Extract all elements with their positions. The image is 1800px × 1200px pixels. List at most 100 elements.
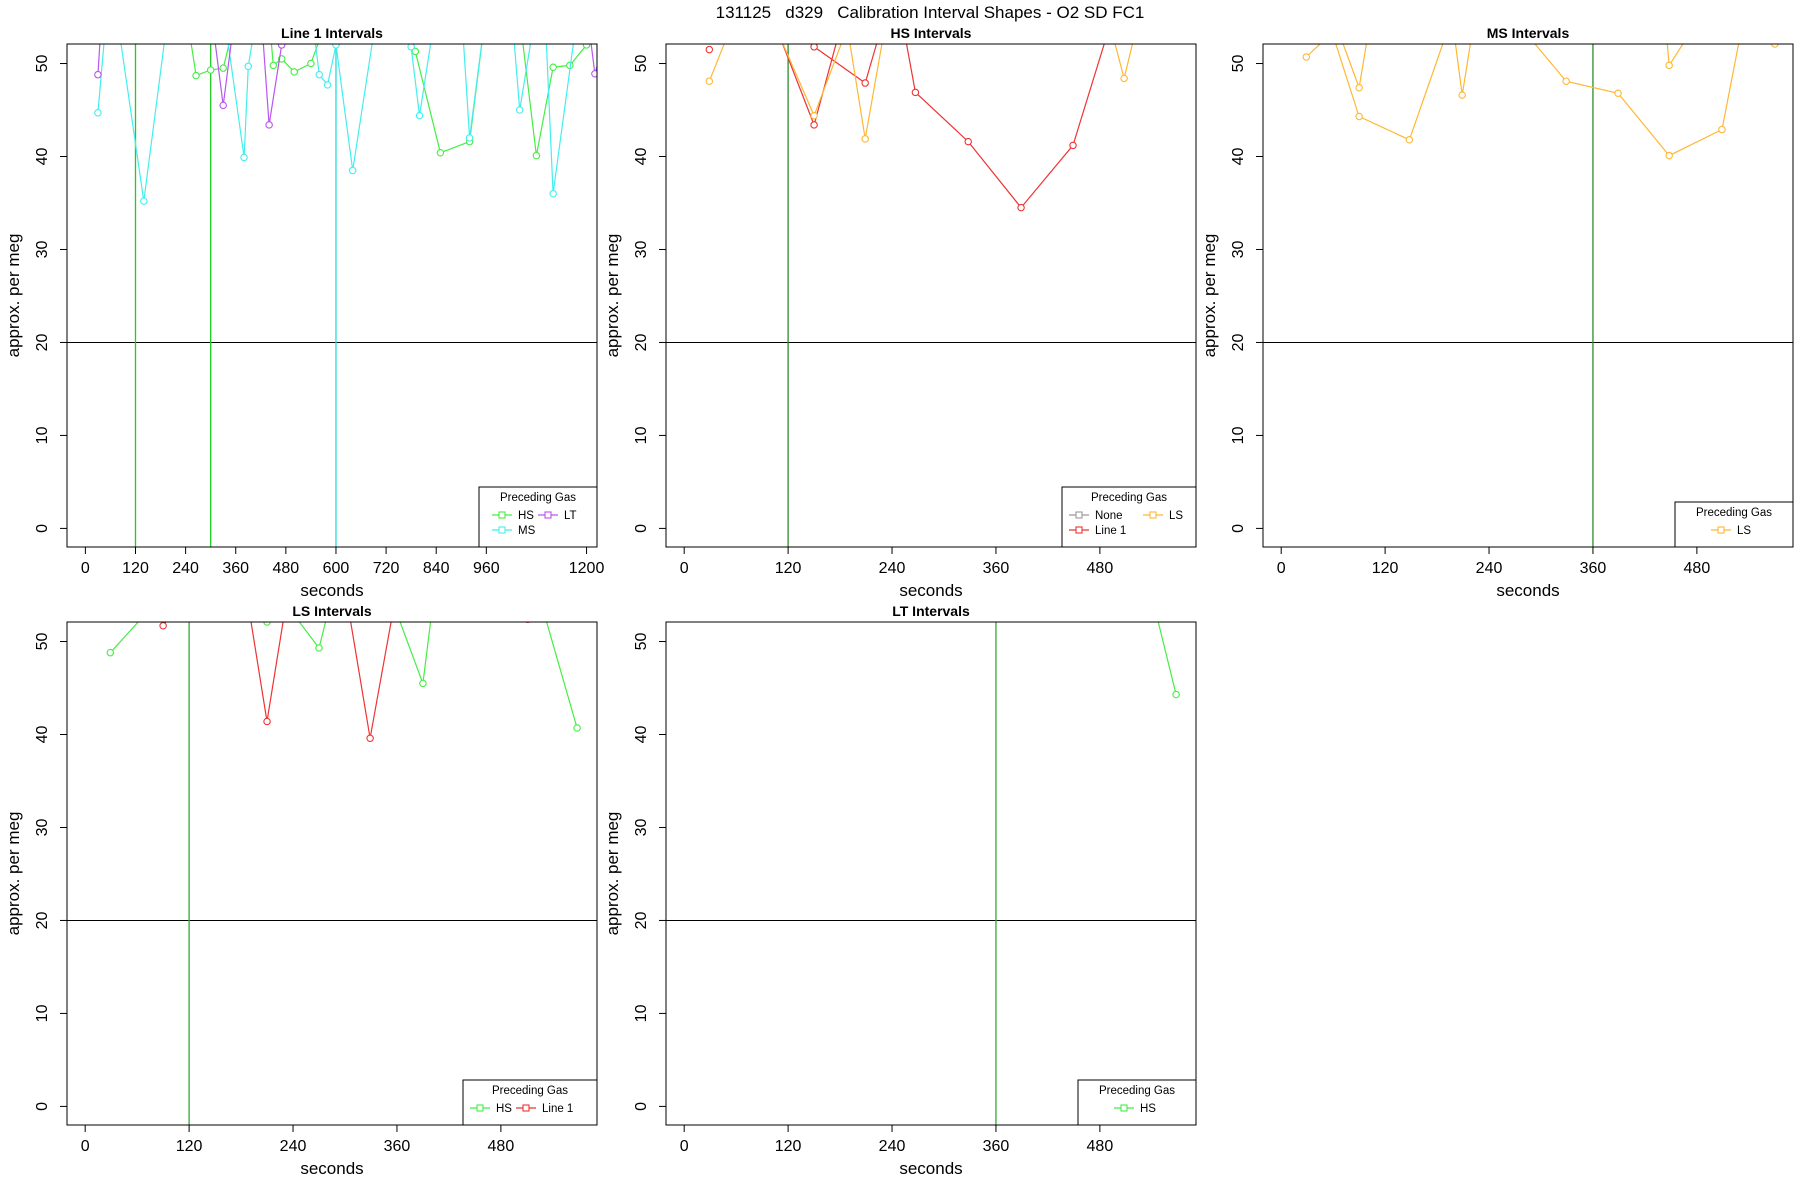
data-point bbox=[591, 70, 597, 78]
legend: Preceding Gas HS bbox=[1077, 1079, 1197, 1126]
data-point bbox=[323, 81, 332, 89]
legend-title: Preceding Gas bbox=[1091, 492, 1167, 504]
x-tick-label: 840 bbox=[423, 560, 450, 577]
x-tick-label: 0 bbox=[1277, 560, 1286, 577]
x-tick-label: 120 bbox=[176, 1138, 203, 1155]
y-tick-label: 0 bbox=[633, 1102, 650, 1111]
data-point bbox=[436, 149, 445, 157]
panel: Line 1 Intervals seconds approx. per meg 0 1… bbox=[4, 25, 604, 600]
x-tick-label: 360 bbox=[983, 560, 1010, 577]
x-tick-label: 480 bbox=[272, 560, 299, 577]
x-tick-label: 360 bbox=[1580, 560, 1607, 577]
legend-label: HS bbox=[496, 1103, 512, 1115]
legend: Preceding Gas HS Line 1 bbox=[462, 1079, 598, 1126]
y-axis-label: approx. per meg bbox=[4, 812, 23, 936]
y-tick-label: 20 bbox=[633, 333, 650, 351]
x-tick-label: 600 bbox=[323, 560, 350, 577]
panel-title: HS Intervals bbox=[891, 25, 972, 41]
data-point bbox=[1120, 74, 1128, 83]
data-point bbox=[582, 44, 591, 49]
y-tick-label: 40 bbox=[1230, 148, 1247, 166]
legend-label: HS bbox=[1140, 1103, 1156, 1115]
y-tick-label: 50 bbox=[1230, 55, 1247, 73]
x-tick-label: 0 bbox=[81, 1138, 90, 1155]
plot-frame bbox=[66, 43, 598, 548]
data-point bbox=[315, 644, 323, 652]
x-tick-label: 720 bbox=[373, 560, 400, 577]
data-point bbox=[1665, 151, 1673, 160]
data-point bbox=[348, 166, 357, 175]
legend-label: HS bbox=[518, 510, 534, 522]
data-point bbox=[1718, 125, 1726, 134]
plot-area bbox=[1263, 44, 1793, 547]
x-tick-label: 0 bbox=[81, 560, 90, 577]
x-tick-label: 240 bbox=[879, 1138, 906, 1155]
x-tick-label: 120 bbox=[1372, 560, 1399, 577]
y-tick-label: 0 bbox=[34, 524, 51, 533]
x-axis-label: seconds bbox=[899, 581, 962, 600]
data-point bbox=[1172, 690, 1180, 699]
x-axis-label: seconds bbox=[899, 1159, 962, 1178]
legend-label: None bbox=[1095, 510, 1123, 522]
legend-title: Preceding Gas bbox=[492, 1085, 568, 1097]
y-tick-label: 10 bbox=[34, 426, 51, 444]
legend-box bbox=[1061, 486, 1197, 548]
y-tick-label: 0 bbox=[633, 524, 650, 533]
data-point bbox=[1355, 83, 1363, 92]
panel-title: LS Intervals bbox=[292, 603, 372, 619]
data-point bbox=[1017, 203, 1025, 212]
data-point bbox=[206, 66, 215, 74]
data-point bbox=[705, 45, 714, 54]
y-tick-label: 30 bbox=[633, 240, 650, 258]
legend: Preceding Gas HS MS LT bbox=[478, 486, 598, 548]
legend-symbol bbox=[1717, 526, 1725, 534]
y-tick-label: 20 bbox=[633, 911, 650, 929]
data-point bbox=[515, 106, 524, 114]
data-point bbox=[911, 88, 920, 97]
data-point bbox=[964, 137, 972, 146]
y-axis-label: approx. per meg bbox=[1200, 234, 1219, 358]
data-point bbox=[94, 109, 102, 117]
y-tick-label: 50 bbox=[633, 633, 650, 651]
y-axis-label: approx. per meg bbox=[603, 812, 622, 936]
data-point bbox=[415, 111, 424, 120]
panel: HS Intervals seconds approx. per meg 0 120 24… bbox=[603, 25, 1197, 600]
panel-title: LT Intervals bbox=[892, 603, 970, 619]
x-tick-label: 360 bbox=[222, 560, 249, 577]
panel-title: Line 1 Intervals bbox=[281, 25, 383, 41]
page-title: 131125 d329 Calibration Interval Shapes … bbox=[716, 3, 1145, 22]
x-tick-label: 120 bbox=[775, 560, 802, 577]
legend-symbol bbox=[1075, 511, 1083, 519]
data-point bbox=[192, 71, 200, 80]
data-point bbox=[277, 44, 286, 49]
x-tick-label: 360 bbox=[983, 1138, 1010, 1155]
legend: Preceding Gas None Line 1 LS bbox=[1061, 486, 1197, 548]
x-axis-label: seconds bbox=[300, 1159, 363, 1178]
legend-symbol bbox=[476, 1104, 484, 1112]
data-point bbox=[419, 679, 427, 688]
x-tick-label: 960 bbox=[473, 560, 500, 577]
plot-area bbox=[67, 44, 597, 547]
x-tick-label: 0 bbox=[680, 560, 689, 577]
plot-area bbox=[666, 622, 1196, 1125]
data-point bbox=[810, 121, 818, 129]
plot-area bbox=[666, 44, 1196, 547]
plot-frame bbox=[665, 621, 1197, 1126]
y-tick-label: 10 bbox=[34, 1004, 51, 1022]
data-point bbox=[1405, 136, 1414, 144]
data-point bbox=[1614, 89, 1622, 98]
data-point bbox=[244, 62, 253, 71]
data-point bbox=[265, 121, 273, 129]
x-tick-label: 240 bbox=[172, 560, 199, 577]
legend-title: Preceding Gas bbox=[500, 492, 576, 504]
data-point bbox=[159, 622, 167, 630]
legend-label: LS bbox=[1169, 510, 1183, 522]
x-tick-label: 480 bbox=[1684, 560, 1711, 577]
x-tick-label: 240 bbox=[1476, 560, 1503, 577]
series-line bbox=[1157, 622, 1177, 695]
x-tick-label: 240 bbox=[879, 560, 906, 577]
data-point bbox=[705, 77, 714, 85]
data-point bbox=[1302, 53, 1311, 61]
